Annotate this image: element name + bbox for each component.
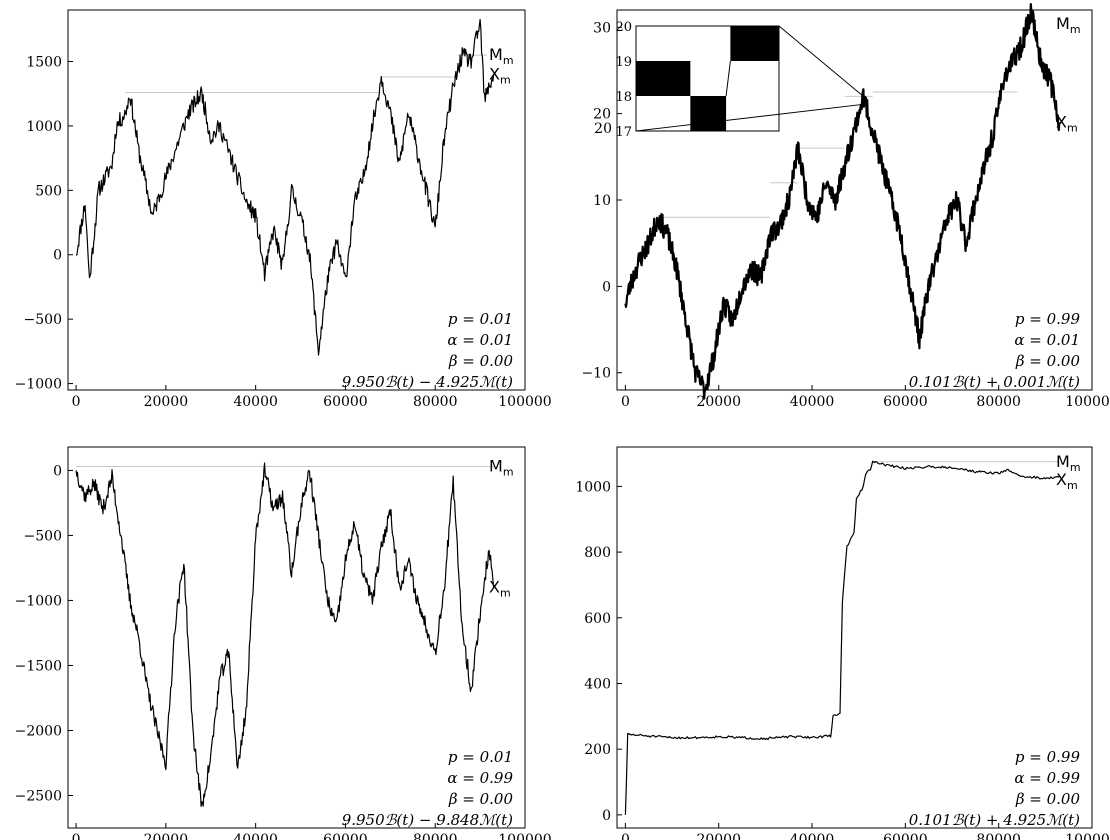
x-tick-label: 40000: [233, 394, 278, 410]
chart-panel-3: 0 20000 40000 60000 80000 100000 −2500 −2000 −15…: [15, 446, 552, 840]
max-label-subscript: m: [503, 54, 514, 67]
inset-block: [730, 26, 779, 61]
y-tick-label: −1000: [15, 377, 62, 393]
x-tick-label: 100000: [498, 394, 551, 410]
current-label: Xm: [489, 64, 511, 86]
y-tick-label: 0: [53, 248, 62, 264]
parameter-annotation: α = 0.01: [447, 331, 513, 349]
parameter-annotation: p = 0.99: [1015, 748, 1081, 766]
parameter-annotation: 9.950ℬ(t) − 4.925ℳ(t): [342, 373, 513, 391]
series-line: [75, 462, 495, 807]
parameter-annotation: 9.950ℬ(t) − 9.848ℳ(t): [342, 811, 513, 829]
inset-block: [636, 61, 691, 96]
y-tick-label: 1000: [26, 119, 62, 135]
x-tick-label: 0: [621, 832, 630, 840]
max-label: Mm: [489, 457, 514, 479]
y-tick-label: −2500: [15, 788, 62, 804]
y-tick-label: −500: [24, 528, 62, 544]
max-label: Mm: [1056, 14, 1081, 36]
parameter-annotation: p = 0.99: [1015, 310, 1081, 328]
x-tick-label: 20000: [144, 394, 189, 410]
parameter-annotation: β = 0.00: [1015, 352, 1081, 370]
x-tick-label: 100000: [498, 832, 551, 840]
parameter-annotation: p = 0.01: [448, 310, 513, 328]
y-tick-label: 500: [35, 183, 62, 199]
inset-side-label: 20: [594, 121, 612, 137]
x-tick-label: 100000: [1065, 394, 1110, 410]
x-tick-label: 20000: [696, 394, 741, 410]
inset-y-tick-label: 18: [615, 90, 632, 105]
y-tick-label: 0: [53, 463, 62, 479]
max-label-subscript: m: [1070, 461, 1081, 474]
inset-y-tick-label: 20: [615, 20, 632, 35]
x-tick-label: 20000: [144, 832, 189, 840]
y-tick-label: 0: [602, 808, 611, 824]
current-label: Xm: [489, 577, 511, 599]
inset-connector: [778, 25, 864, 97]
series-line: [624, 2, 1061, 400]
x-tick-label: 60000: [323, 832, 368, 840]
parameter-annotation: 0.101ℬ(t) + 0.001ℳ(t): [909, 373, 1080, 391]
y-tick-label: −2000: [15, 723, 62, 739]
y-tick-label: 10: [593, 193, 611, 209]
x-tick-label: 60000: [323, 394, 368, 410]
y-tick-label: −1500: [15, 658, 62, 674]
parameter-annotation: β = 0.00: [448, 790, 514, 808]
inset-connector: [635, 103, 864, 132]
current-label-subscript: m: [1067, 479, 1078, 492]
y-tick-label: 600: [584, 611, 611, 627]
inset-y-tick-label: 19: [615, 55, 632, 70]
plot-frame: [67, 9, 526, 391]
y-tick-label: 20: [593, 107, 611, 123]
current-label-subscript: m: [500, 73, 511, 86]
x-tick-label: 0: [72, 832, 81, 840]
series-line: [624, 460, 1060, 815]
y-tick-label: 1500: [26, 55, 62, 71]
max-label-subscript: m: [1070, 23, 1081, 36]
x-tick-label: 80000: [976, 394, 1021, 410]
x-tick-label: 60000: [883, 832, 928, 840]
parameter-annotation: α = 0.01: [1014, 331, 1080, 349]
current-label-subscript: m: [1067, 121, 1078, 134]
x-tick-label: 40000: [233, 832, 278, 840]
y-tick-label: 800: [584, 545, 611, 561]
y-tick-label: 30: [593, 20, 611, 36]
x-tick-label: 80000: [413, 832, 458, 840]
y-tick-label: 0: [602, 279, 611, 295]
parameter-annotation: α = 0.99: [447, 769, 513, 787]
x-tick-label: 20000: [696, 832, 741, 840]
max-label-subscript: m: [503, 466, 514, 479]
x-tick-label: 80000: [413, 394, 458, 410]
x-tick-label: 80000: [976, 832, 1021, 840]
y-tick-label: −1000: [15, 593, 62, 609]
parameter-annotation: 0.101ℬ(t) + 4.925ℳ(t): [909, 811, 1080, 829]
parameter-annotation: p = 0.01: [448, 748, 513, 766]
y-tick-label: 200: [584, 742, 611, 758]
chart-panel-4: 0 20000 40000 60000 80000 100000 0 200 400 600 800…: [575, 446, 1110, 840]
parameter-annotation: β = 0.00: [1015, 790, 1081, 808]
parameter-annotation: α = 0.99: [1014, 769, 1080, 787]
series-line: [75, 18, 495, 356]
inset-y-tick-label: 17: [615, 125, 632, 140]
plot-frame: [67, 446, 526, 829]
inset-step: [725, 60, 731, 97]
chart-panel-2: 0 20000 40000 60000 80000 100000 −10 0 10 20 30 Mm X…: [581, 2, 1110, 410]
plot-frame: [616, 446, 1093, 829]
y-tick-label: −500: [24, 312, 62, 328]
x-tick-label: 40000: [790, 394, 835, 410]
x-tick-label: 40000: [790, 832, 835, 840]
inset-block: [690, 96, 727, 131]
parameter-annotation: β = 0.00: [448, 352, 514, 370]
x-tick-label: 0: [621, 394, 630, 410]
x-tick-label: 100000: [1065, 832, 1110, 840]
current-label: Xm: [1056, 112, 1078, 134]
y-tick-label: −10: [581, 366, 611, 382]
y-tick-label: 400: [584, 676, 611, 692]
x-tick-label: 0: [72, 394, 81, 410]
chart-panel-1: 0 20000 40000 60000 80000 100000 −1000 −500 0 500…: [15, 9, 552, 410]
y-tick-label: 1000: [575, 479, 611, 495]
current-label-subscript: m: [500, 586, 511, 599]
x-tick-label: 60000: [883, 394, 928, 410]
